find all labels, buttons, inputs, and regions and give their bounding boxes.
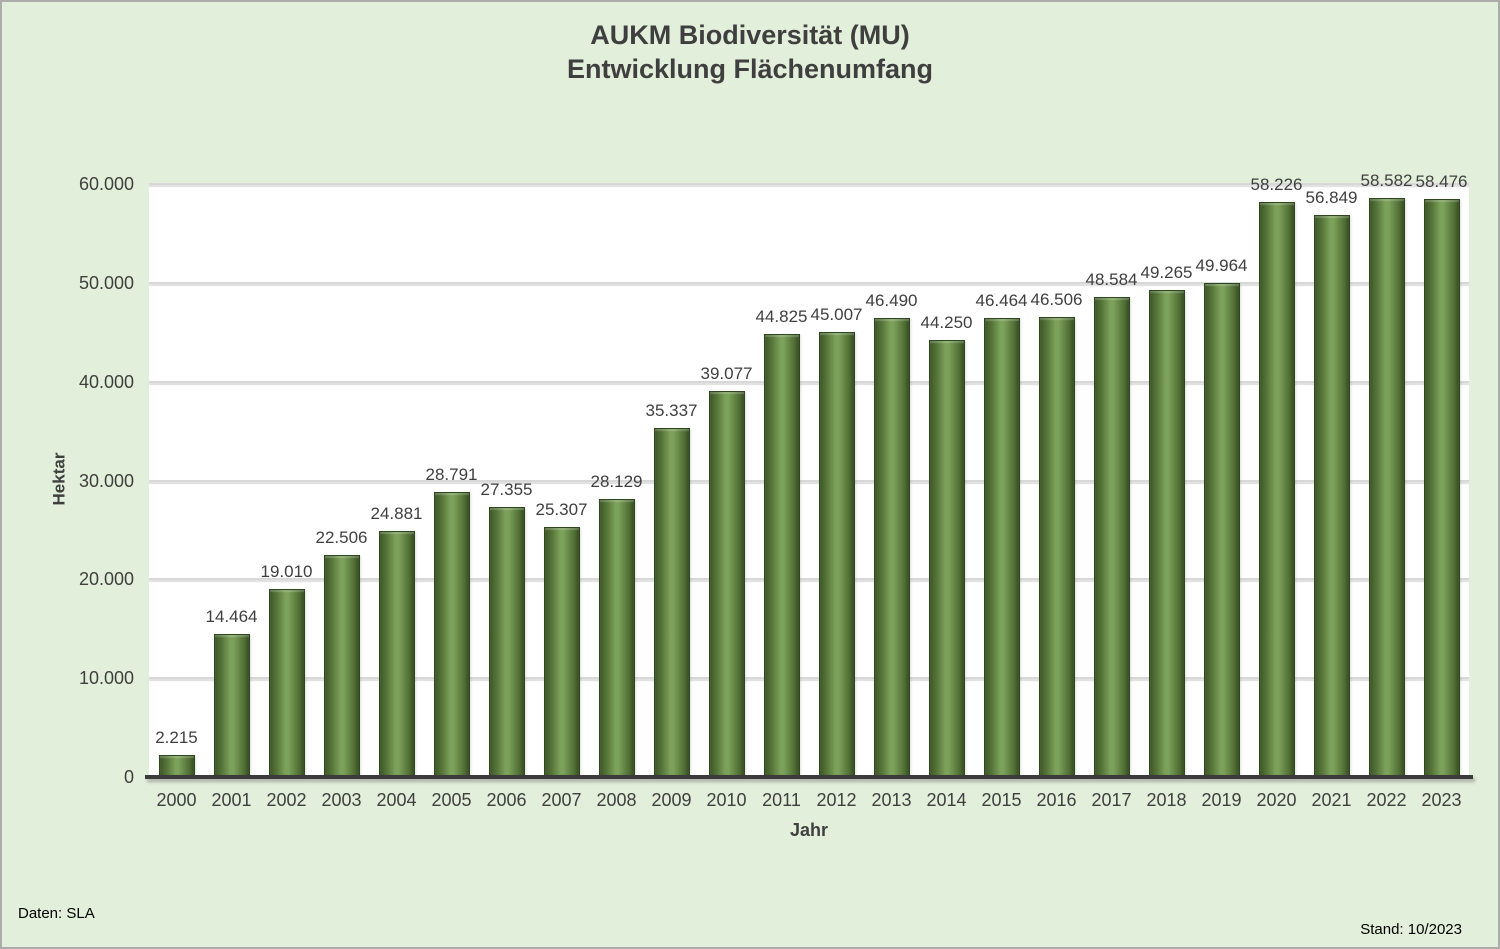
x-tick-2001: 2001 (211, 790, 252, 810)
x-tick-2016: 2016 (1036, 790, 1077, 810)
x-tick-2015: 2015 (981, 790, 1022, 810)
bar-2017 (1093, 296, 1130, 777)
data-label-2018: 49.265 (1140, 263, 1193, 283)
data-label-2017: 48.584 (1085, 269, 1138, 289)
bar-2012 (818, 332, 855, 777)
data-label-2010: 39.077 (700, 363, 753, 383)
y-axis-title: Hektar (49, 452, 69, 506)
y-tick-20000: 20.000 (78, 569, 134, 590)
x-tick-2009: 2009 (651, 790, 692, 810)
gridline-50000 (149, 281, 1469, 284)
data-label-2003: 22.506 (315, 527, 368, 547)
bar-2015 (983, 317, 1020, 777)
bar-2018 (1148, 290, 1185, 777)
data-label-2005: 28.791 (425, 465, 478, 485)
chart-title-line2: Entwicklung Flächenumfang (566, 54, 934, 84)
y-tick-0: 0 (123, 767, 134, 787)
bar-2011 (763, 333, 800, 777)
bar-2008 (598, 498, 635, 777)
y-tick-30000: 30.000 (78, 470, 134, 491)
chart-title-line1: AUKM Biodiversität (MU) (590, 20, 910, 50)
data-label-2020: 58.226 (1250, 174, 1303, 194)
y-tick-50000: 50.000 (78, 272, 134, 293)
data-label-2001: 14.464 (205, 607, 258, 627)
data-label-2000: 2.215 (155, 728, 198, 748)
data-label-2013: 46.490 (865, 290, 918, 310)
gridline-60000 (149, 183, 1469, 185)
x-tick-2020: 2020 (1256, 790, 1297, 810)
x-tick-2023: 2023 (1421, 790, 1462, 810)
y-tick-10000: 10.000 (78, 668, 134, 689)
bar-2003 (323, 554, 360, 777)
gridline-40000 (149, 380, 1469, 383)
data-label-2015: 46.464 (975, 290, 1028, 310)
chart-title: AUKM Biodiversität (MU) Entwicklung Fläc… (2, 18, 1498, 86)
x-tick-2014: 2014 (926, 790, 967, 810)
x-tick-2002: 2002 (266, 790, 307, 810)
bar-2014 (928, 339, 965, 777)
data-label-2004: 24.881 (370, 504, 423, 524)
bar-2019 (1203, 283, 1240, 777)
bar-2009 (653, 427, 690, 777)
bar-2022 (1368, 198, 1405, 777)
x-tick-2013: 2013 (871, 790, 912, 810)
x-tick-2007: 2007 (541, 790, 582, 810)
bar-2023 (1423, 199, 1460, 777)
y-tick-60000: 60.000 (78, 174, 134, 194)
y-tick-40000: 40.000 (78, 371, 134, 392)
bar-2007 (543, 526, 580, 777)
data-label-2014: 44.250 (920, 312, 973, 332)
data-label-2019: 49.964 (1195, 256, 1248, 276)
x-tick-2017: 2017 (1091, 790, 1132, 810)
data-label-2023: 58.476 (1415, 172, 1468, 192)
x-tick-2004: 2004 (376, 790, 417, 810)
gridline-30000 (149, 479, 1469, 482)
x-tick-2006: 2006 (486, 790, 527, 810)
data-label-2016: 46.506 (1030, 290, 1083, 310)
data-label-2009: 35.337 (645, 400, 698, 420)
bar-2021 (1313, 215, 1350, 777)
x-tick-2011: 2011 (762, 790, 801, 810)
data-label-2006: 27.355 (480, 479, 533, 499)
x-tick-2008: 2008 (596, 790, 637, 810)
x-tick-2022: 2022 (1366, 790, 1407, 810)
x-tick-2000: 2000 (156, 790, 197, 810)
gridline-20000 (149, 578, 1469, 581)
gridline-10000 (149, 677, 1469, 680)
x-tick-2005: 2005 (431, 790, 472, 810)
data-label-2012: 45.007 (810, 305, 863, 325)
x-tick-2018: 2018 (1146, 790, 1187, 810)
status-note: Stand: 10/2023 (1360, 921, 1462, 938)
x-axis-title: Jahr (789, 820, 829, 840)
x-tick-2019: 2019 (1201, 790, 1242, 810)
bar-2013 (873, 317, 910, 777)
data-label-2008: 28.129 (590, 471, 643, 491)
data-label-2022: 58.582 (1360, 171, 1413, 190)
bar-2016 (1038, 317, 1075, 777)
data-label-2002: 19.010 (260, 562, 313, 582)
x-tick-2010: 2010 (706, 790, 747, 810)
bar-2005 (433, 492, 470, 777)
x-tick-2003: 2003 (321, 790, 362, 810)
bar-2010 (708, 390, 745, 777)
bar-2004 (378, 531, 415, 777)
bar-2020 (1258, 201, 1295, 777)
x-tick-2012: 2012 (816, 790, 857, 810)
data-label-2021: 56.849 (1305, 188, 1358, 208)
bar-2001 (213, 634, 250, 777)
bar-2000 (158, 755, 195, 777)
x-tick-2021: 2021 (1311, 790, 1352, 810)
bar-2006 (488, 506, 525, 777)
x-axis-line (145, 775, 1473, 779)
data-label-2011: 44.825 (755, 306, 808, 326)
data-source-note: Daten: SLA (18, 905, 95, 922)
data-label-2007: 25.307 (535, 499, 588, 519)
